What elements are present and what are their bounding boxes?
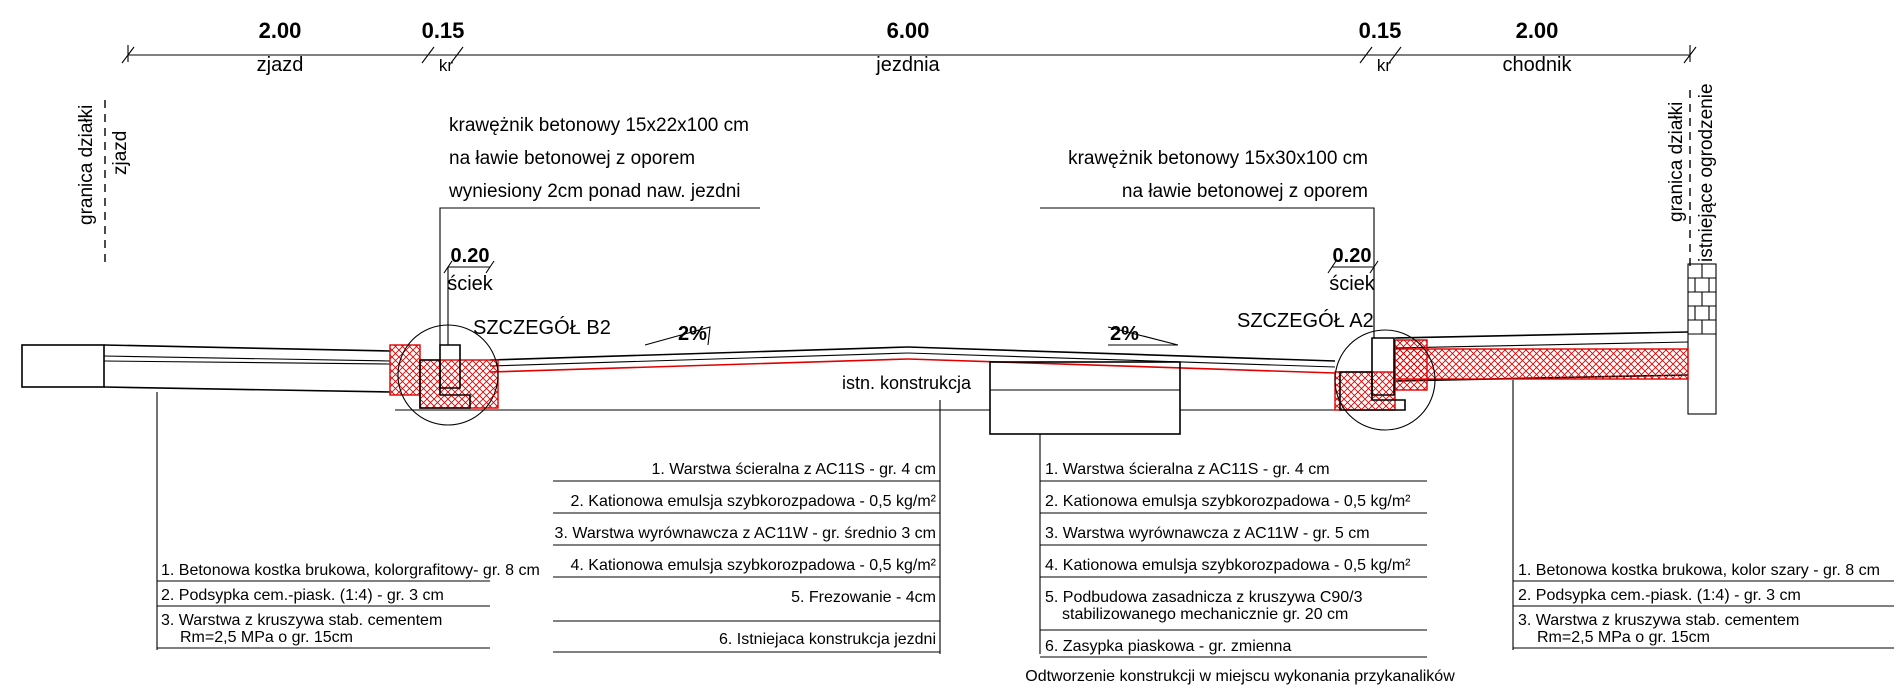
curb-right-detail: 0.20 ściek SZCZEGÓŁ A2 krawężnik betonow… (1040, 148, 1436, 431)
road-existing-layer-6: 6. Istniejaca konstrukcja jezdni (719, 631, 936, 648)
road-trench-layer-6: 6. Zasypka piaskowa - gr. zmienna (1045, 638, 1291, 655)
driveway-layer-list: 1. Betonowa kostka brukowa, kolorgrafito… (156, 392, 540, 650)
gutter-right-label: ściek (1329, 273, 1376, 295)
detail-circle-a2 (1334, 329, 1436, 431)
gutter-right-width: 0.20 (1333, 245, 1372, 267)
road-trench-layer-1: 1. Warstwa ścieralna z AC11S - gr. 4 cm (1045, 461, 1330, 478)
existing-fence-icon (1687, 263, 1717, 415)
road-trench-layer-2: 2. Kationowa emulsja szybkorozpadowa - 0… (1045, 493, 1411, 510)
curb-left-bench (419, 359, 499, 409)
sidewalk-layer-list: 1. Betonowa kostka brukowa, kolor szary … (1512, 380, 1894, 650)
road-trench-layer-5: 5. Podbudowa zasadnicza z kruszywa C90/3 (1045, 589, 1363, 606)
road-existing-layer-5: 5. Frezowanie - 4cm (791, 589, 936, 606)
road-trench-layer-3: 3. Warstwa wyrównawcza z AC11W - gr. 5 c… (1045, 525, 1370, 542)
driveway-layer-3b: Rm=2,5 MPa o gr. 15cm (180, 629, 353, 646)
driveway-layer-1: 1. Betonowa kostka brukowa, kolorgrafito… (161, 562, 540, 579)
slope-left-value: 2% (678, 323, 707, 345)
curb-left-detail: 0.20 ściek SZCZEGÓŁ B2 krawężnik betonow… (389, 115, 760, 426)
left-boundary-driveway-label: zjazd (110, 131, 131, 175)
right-plot-boundary: granica działki istniejące ogrodzenie (1666, 83, 1717, 415)
dim-curb-left-value: 0.15 (422, 18, 465, 43)
trench-caption: Odtworzenie konstrukcji w miejscu wykona… (1025, 668, 1455, 685)
dim-roadway-value: 6.00 (887, 18, 930, 43)
curb-right-note-line2: na ławie betonowej z oporem (1122, 181, 1368, 202)
driveway-layer-2: 2. Podsypka cem.-piask. (1:4) - gr. 3 cm (161, 587, 444, 604)
section-outline (21, 331, 1689, 435)
detail-b2-label: SZCZEGÓŁ B2 (473, 316, 611, 339)
left-plot-boundary: granica działki zjazd (76, 100, 131, 268)
dim-driveway-value: 2.00 (259, 18, 302, 43)
road-existing-layer-2: 2. Kationowa emulsja szybkorozpadowa - 0… (570, 493, 936, 510)
gutter-left-label: ściek (447, 273, 494, 295)
road-trench-layer-5b: stabilizowanego mechanicznie gr. 20 cm (1062, 606, 1348, 623)
sidewalk-layer-3: 3. Warstwa z kruszywa stab. cementem (1518, 612, 1799, 629)
slope-right-value: 2% (1110, 323, 1139, 345)
existing-block-left (21, 344, 105, 388)
sidewalk-layer-3b: Rm=2,5 MPa o gr. 15cm (1537, 629, 1710, 646)
dim-curb-left-label: kr (439, 56, 454, 75)
road-existing-layer-4: 4. Kationowa emulsja szybkorozpadowa - 0… (570, 557, 936, 574)
road-trench-layer-list: 1. Warstwa ścieralna z AC11S - gr. 4 cm … (1025, 434, 1455, 685)
sidewalk-layer-2: 2. Podsypka cem.-piask. (1:4) - gr. 3 cm (1518, 587, 1801, 604)
dim-curb-right-label: kr (1377, 56, 1392, 75)
dim-driveway-label: zjazd (257, 54, 304, 76)
road-existing-layer-3: 3. Warstwa wyrównawcza z AC11W - gr. śre… (555, 525, 936, 542)
dimension-chain: 2.00 zjazd 0.15 kr 6.00 jezdnia 0.15 kr … (121, 18, 1697, 76)
existing-structure-label: istn. konstrukcja (842, 373, 972, 393)
road-existing-layer-list: 1. Warstwa ścieralna z AC11S - gr. 4 cm … (553, 400, 941, 654)
dim-sidewalk-label: chodnik (1503, 54, 1573, 76)
curb-left-backfill (389, 344, 421, 396)
detail-a2-label: SZCZEGÓŁ A2 (1237, 309, 1374, 332)
curb-right-bench (1334, 371, 1396, 411)
curb-right-backfill (1394, 339, 1428, 391)
slope-indicators: 2% 2% (644, 323, 1179, 346)
curb-right-note-line1: krawężnik betonowy 15x30x100 cm (1068, 148, 1368, 169)
right-boundary-label: granica działki (1666, 102, 1687, 222)
driveway-layer-3: 3. Warstwa z kruszywa stab. cementem (161, 612, 442, 629)
left-boundary-label: granica działki (76, 105, 97, 225)
right-boundary-fence-label: istniejące ogrodzenie (1696, 83, 1717, 262)
sidewalk-cement-base (1394, 348, 1689, 380)
road-existing-layer-1: 1. Warstwa ścieralna z AC11S - gr. 4 cm (651, 461, 936, 478)
road-trench-layer-4: 4. Kationowa emulsja szybkorozpadowa - 0… (1045, 557, 1411, 574)
dim-sidewalk-value: 2.00 (1516, 18, 1559, 43)
curb-left-note-line1: krawężnik betonowy 15x22x100 cm (449, 115, 749, 136)
sidewalk-layer-1: 1. Betonowa kostka brukowa, kolor szary … (1518, 562, 1880, 579)
drain-trench (989, 361, 1181, 435)
curb-left-note-line2: na ławie betonowej z oporem (449, 148, 695, 169)
dim-roadway-label: jezdnia (875, 54, 940, 76)
curb-left-note-line3: wyniesiony 2cm ponad naw. jezdni (448, 181, 741, 202)
dim-curb-right-value: 0.15 (1359, 18, 1402, 43)
gutter-left-width: 0.20 (451, 245, 490, 267)
